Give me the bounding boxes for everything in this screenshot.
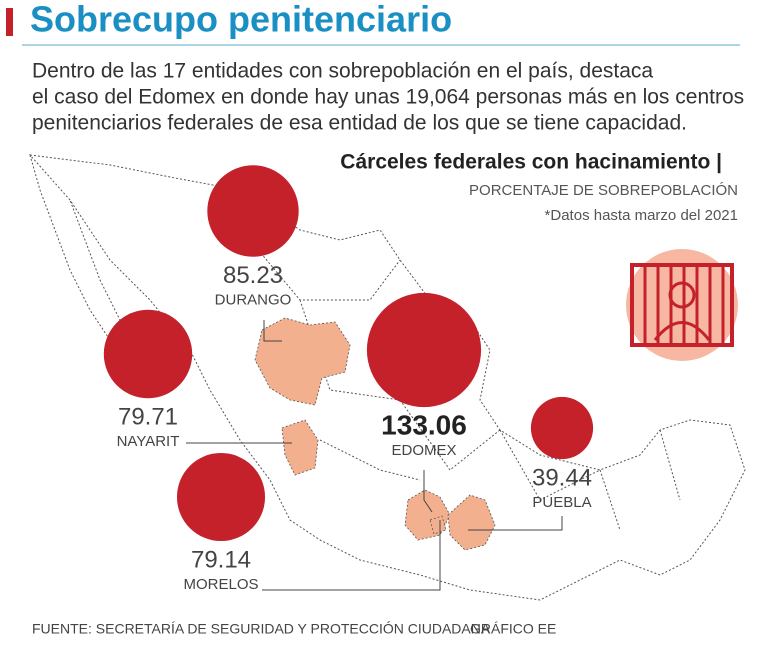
chart-title: Cárceles federales con hacinamiento | [340,151,722,174]
category-label: PUEBLA [532,494,591,511]
value-label: 85.23 [223,262,283,289]
category-label: MORELOS [183,576,258,593]
category-label: NAYARIT [117,433,180,450]
value-label: 79.14 [191,546,251,573]
leader-line [263,320,282,342]
leader-line [468,516,563,531]
intro-line: Dentro de las 17 entidades con sobrepobl… [32,60,653,83]
leader-line [262,520,441,591]
bubble [103,309,193,399]
page-title: Sobrecupo penitenciario [30,0,452,40]
bubble [207,165,299,257]
bubble [176,452,266,542]
title-marker [6,8,13,36]
category-label: EDOMEX [391,442,456,459]
source: FUENTE: SECRETARÍA DE SEGURIDAD Y PROTEC… [32,621,491,637]
bubble [366,292,482,408]
value-label: 79.71 [118,404,178,431]
credit: GRÁFICO EE [470,621,556,637]
jail-icon [626,249,738,361]
chart-subtitle: PORCENTAJE DE SOBREPOBLACIÓN [469,182,738,199]
intro-line: el caso del Edomex en donde hay unas 19,… [32,86,744,109]
leader-line [423,470,433,513]
bubble [530,396,594,460]
intro-line: penitenciarios federales de esa entidad … [32,112,687,135]
value-label: 39.44 [532,464,592,491]
category-label: DURANGO [215,292,292,309]
value-label: 133.06 [381,409,467,440]
chart-note: *Datos hasta marzo del 2021 [545,207,738,224]
map [28,154,746,601]
